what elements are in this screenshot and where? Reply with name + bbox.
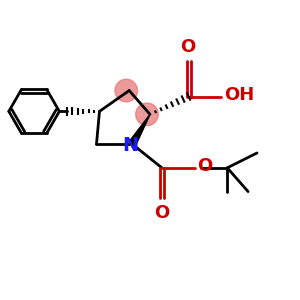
Text: N: N [123, 136, 139, 155]
Text: O: O [198, 157, 213, 175]
Polygon shape [129, 114, 150, 146]
Circle shape [136, 103, 158, 126]
Text: O: O [154, 203, 170, 221]
Circle shape [115, 79, 137, 102]
Text: O: O [180, 38, 196, 56]
Text: OH: OH [224, 86, 255, 104]
